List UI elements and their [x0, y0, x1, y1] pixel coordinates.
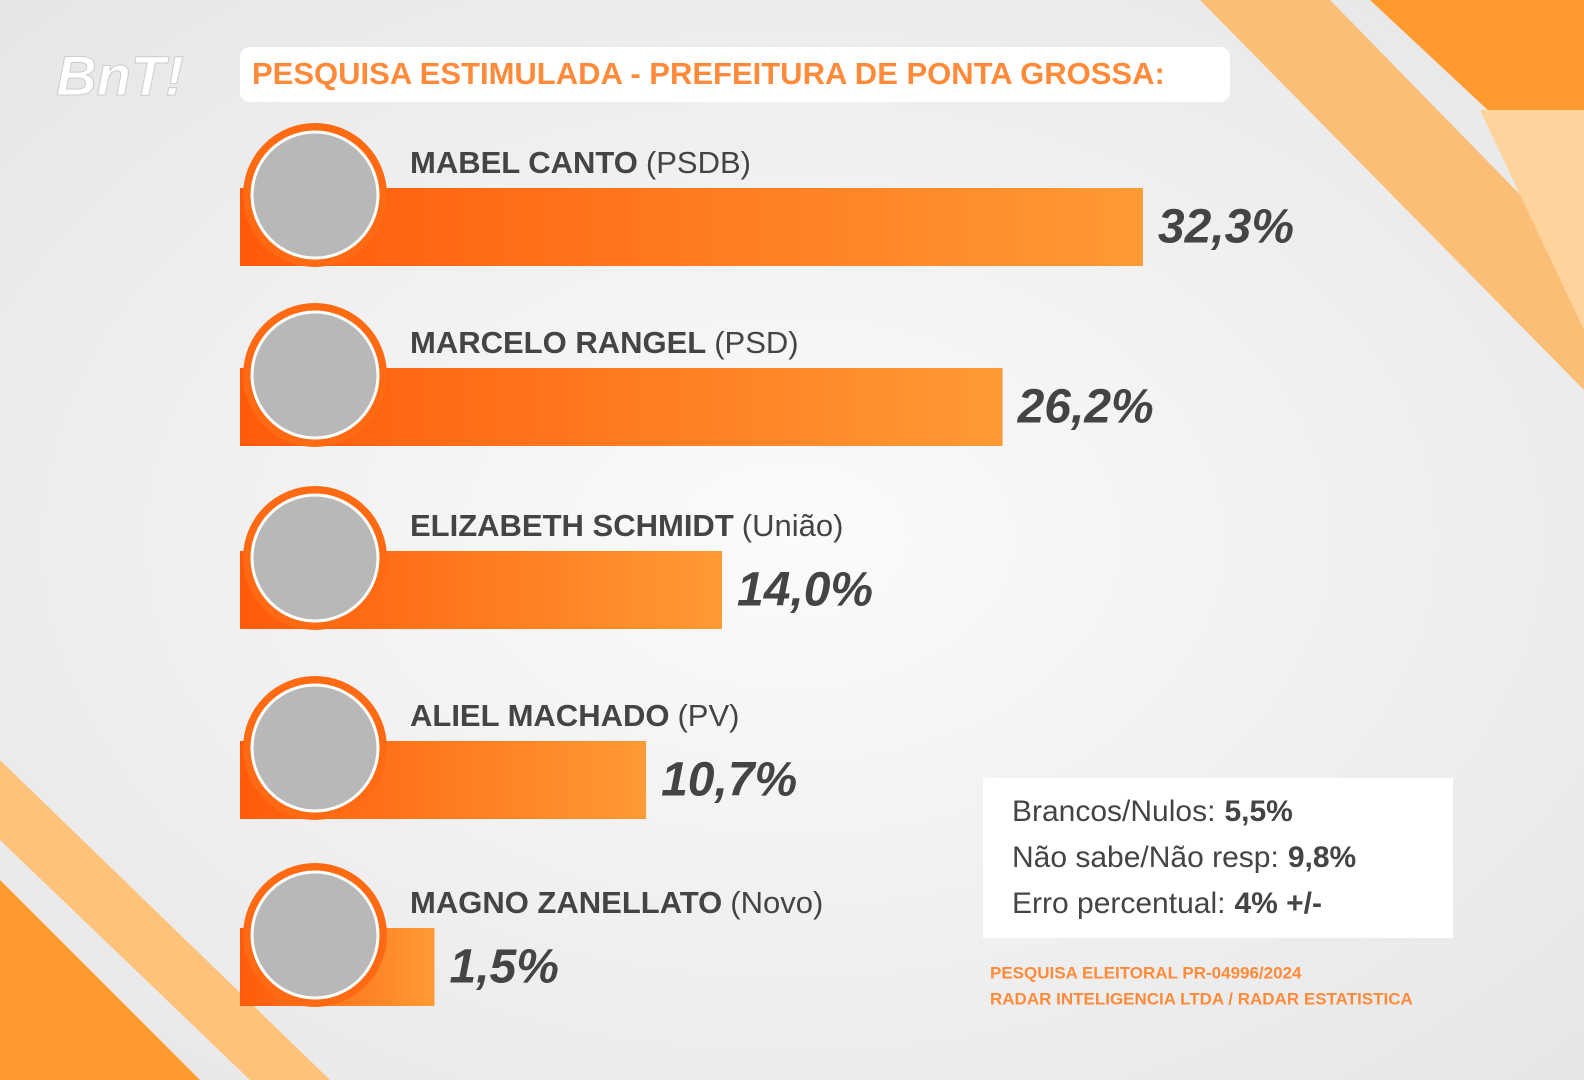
candidate-label: MARCELO RANGEL (PSD) — [410, 325, 799, 360]
source-line: RADAR INTELIGENCIA LTDA / RADAR ESTATIST… — [990, 989, 1413, 1008]
photo — [250, 683, 380, 813]
photo — [250, 310, 380, 440]
title-box — [240, 47, 1230, 102]
value-label: 1,5% — [450, 941, 559, 994]
candidate-name: MABEL CANTO — [410, 145, 638, 180]
note: Brancos/Nulos: 5,5% — [1012, 795, 1293, 828]
note-value: 5,5% — [1224, 795, 1292, 828]
value-label: 26,2% — [1017, 381, 1154, 434]
value-label: 32,3% — [1158, 201, 1294, 254]
candidate-party: (Novo) — [730, 885, 823, 920]
note-label: Brancos/Nulos: — [1012, 795, 1215, 828]
value-label: 10,7% — [661, 754, 797, 807]
logo: BnT! — [56, 44, 184, 107]
note-value: 9,8% — [1288, 841, 1356, 874]
photo — [250, 130, 380, 260]
stripe — [1480, 110, 1584, 330]
candidate-name: ALIEL MACHADO — [410, 698, 669, 733]
candidate-label: ALIEL MACHADO (PV) — [410, 698, 739, 733]
notes-box — [983, 778, 1453, 938]
photo — [250, 493, 380, 623]
bar — [240, 188, 1143, 266]
candidate-name: ELIZABETH SCHMIDT — [410, 508, 734, 543]
note-label: Erro percentual: — [1012, 887, 1225, 920]
stripe — [0, 880, 200, 1080]
candidate-name: MAGNO ZANELLATO — [410, 885, 722, 920]
candidate-label: MAGNO ZANELLATO (Novo) — [410, 885, 823, 920]
photo — [250, 870, 380, 1000]
candidate-party: (União) — [742, 508, 844, 543]
candidate-party: (PSD) — [714, 325, 798, 360]
candidate-label: MABEL CANTO (PSDB) — [410, 145, 751, 180]
source-line: PESQUISA ELEITORAL PR-04996/2024 — [990, 963, 1302, 982]
candidate-party: (PV) — [677, 698, 739, 733]
value-label: 14,0% — [737, 564, 873, 617]
note-value: 4% +/- — [1234, 887, 1322, 920]
chart-title: PESQUISA ESTIMULADA - PREFEITURA DE PONT… — [252, 56, 1165, 91]
note: Não sabe/Não resp: 9,8% — [1012, 841, 1356, 874]
candidate-name: MARCELO RANGEL — [410, 325, 706, 360]
note-label: Não sabe/Não resp: — [1012, 841, 1279, 874]
note: Erro percentual: 4% +/- — [1012, 887, 1322, 920]
candidate-party: (PSDB) — [646, 145, 751, 180]
stripe — [1200, 0, 1584, 390]
candidate-label: ELIZABETH SCHMIDT (União) — [410, 508, 843, 543]
